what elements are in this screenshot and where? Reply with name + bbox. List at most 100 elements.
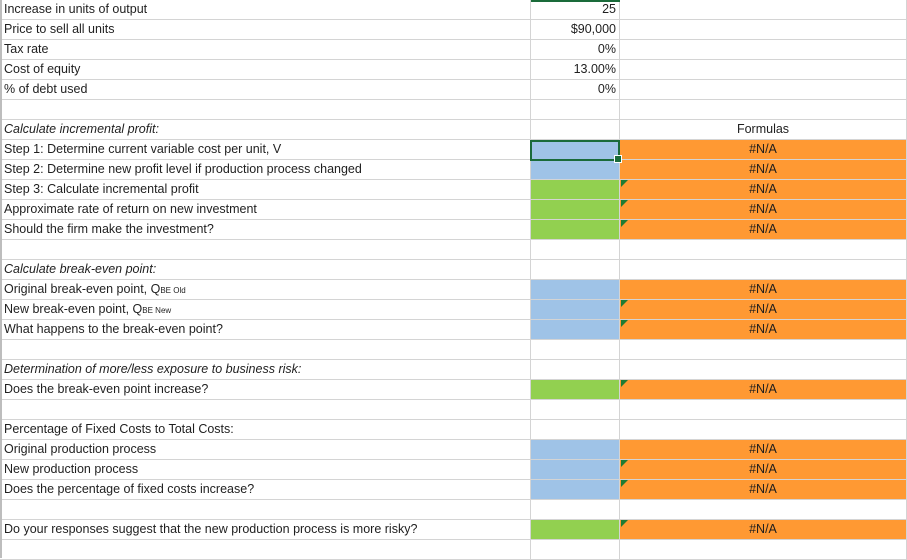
column-selection-mark — [531, 0, 620, 2]
cell-empty[interactable] — [531, 400, 620, 420]
cell-value[interactable]: 0% — [531, 80, 620, 100]
cell-label[interactable]: Does the percentage of fixed costs incre… — [0, 480, 531, 500]
comment-indicator-icon[interactable] — [621, 320, 628, 327]
formula-result[interactable]: #N/A — [620, 160, 907, 180]
cell-empty[interactable] — [0, 500, 531, 520]
formula-result[interactable]: #N/A — [620, 460, 907, 480]
formula-result[interactable]: #N/A — [620, 300, 907, 320]
comment-indicator-icon[interactable] — [621, 300, 628, 307]
row-new-breakeven: New break-even point, QBE New #N/A — [0, 300, 907, 320]
answer-cell[interactable] — [531, 140, 620, 160]
cell-label[interactable]: Should the firm make the investment? — [0, 220, 531, 240]
cell-formula[interactable] — [620, 60, 907, 80]
formula-result[interactable]: #N/A — [620, 520, 907, 540]
answer-cell[interactable] — [531, 480, 620, 500]
cell-formula[interactable] — [620, 40, 907, 60]
comment-indicator-icon[interactable] — [621, 380, 628, 387]
cell-value[interactable]: 13.00% — [531, 60, 620, 80]
section-heading[interactable]: Calculate break-even point: — [0, 260, 531, 280]
cell-label[interactable]: Step 3: Calculate incremental profit — [0, 180, 531, 200]
answer-cell[interactable] — [531, 380, 620, 400]
answer-cell[interactable] — [531, 220, 620, 240]
cell-empty[interactable] — [0, 100, 531, 120]
row-original-process: Original production process #N/A — [0, 440, 907, 460]
cell-formula[interactable] — [620, 20, 907, 40]
answer-cell[interactable] — [531, 160, 620, 180]
row-input-debt: % of debt used 0% — [0, 80, 907, 100]
cell-empty[interactable] — [531, 120, 620, 140]
formula-result[interactable]: #N/A — [620, 180, 907, 200]
cell-label[interactable]: New production process — [0, 460, 531, 480]
cell-empty[interactable] — [620, 400, 907, 420]
cell-label[interactable]: Cost of equity — [0, 60, 531, 80]
comment-indicator-icon[interactable] — [621, 520, 628, 527]
formulas-header[interactable]: Formulas — [620, 120, 907, 140]
cell-label[interactable]: Increase in units of output — [0, 0, 531, 20]
cell-empty[interactable] — [0, 340, 531, 360]
cell-empty[interactable] — [531, 240, 620, 260]
formula-result[interactable]: #N/A — [620, 380, 907, 400]
comment-indicator-icon[interactable] — [621, 460, 628, 467]
answer-cell[interactable] — [531, 200, 620, 220]
comment-indicator-icon[interactable] — [621, 220, 628, 227]
cell-label[interactable]: Approximate rate of return on new invest… — [0, 200, 531, 220]
section-heading[interactable]: Determination of more/less exposure to b… — [0, 360, 531, 380]
cell-value[interactable]: $90,000 — [531, 20, 620, 40]
formula-result[interactable]: #N/A — [620, 320, 907, 340]
answer-cell[interactable] — [531, 460, 620, 480]
cell-value[interactable]: 0% — [531, 40, 620, 60]
cell-value[interactable]: 25 — [531, 0, 620, 20]
cell-empty[interactable] — [0, 400, 531, 420]
cell-empty[interactable] — [620, 420, 907, 440]
cell-label[interactable]: Price to sell all units — [0, 20, 531, 40]
cell-label[interactable]: Does the break-even point increase? — [0, 380, 531, 400]
cell-empty[interactable] — [620, 360, 907, 380]
cell-empty[interactable] — [0, 540, 531, 560]
cell-formula[interactable] — [620, 0, 907, 20]
cell-label[interactable]: Tax rate — [0, 40, 531, 60]
cell-empty[interactable] — [620, 540, 907, 560]
comment-indicator-icon[interactable] — [621, 180, 628, 187]
section-heading[interactable]: Calculate incremental profit: — [0, 120, 531, 140]
formula-result[interactable]: #N/A — [620, 280, 907, 300]
formula-result[interactable]: #N/A — [620, 200, 907, 220]
cell-label[interactable]: Step 2: Determine new profit level if pr… — [0, 160, 531, 180]
formula-result[interactable]: #N/A — [620, 440, 907, 460]
row-exposure-heading: Determination of more/less exposure to b… — [0, 360, 907, 380]
answer-cell[interactable] — [531, 520, 620, 540]
answer-cell[interactable] — [531, 300, 620, 320]
row-incremental-heading: Calculate incremental profit: Formulas — [0, 120, 907, 140]
cell-empty[interactable] — [531, 340, 620, 360]
cell-empty[interactable] — [531, 500, 620, 520]
cell-label[interactable]: % of debt used — [0, 80, 531, 100]
comment-indicator-icon[interactable] — [621, 200, 628, 207]
left-border — [0, 0, 2, 558]
cell-empty[interactable] — [620, 340, 907, 360]
cell-empty[interactable] — [531, 420, 620, 440]
answer-cell[interactable] — [531, 180, 620, 200]
cell-label[interactable]: Original break-even point, QBE Old — [0, 280, 531, 300]
section-heading[interactable]: Percentage of Fixed Costs to Total Costs… — [0, 420, 531, 440]
cell-label[interactable]: New break-even point, QBE New — [0, 300, 531, 320]
cell-empty[interactable] — [620, 240, 907, 260]
cell-empty[interactable] — [0, 240, 531, 260]
cell-empty[interactable] — [531, 360, 620, 380]
cell-empty[interactable] — [620, 500, 907, 520]
answer-cell[interactable] — [531, 280, 620, 300]
cell-empty[interactable] — [620, 100, 907, 120]
cell-label[interactable]: What happens to the break-even point? — [0, 320, 531, 340]
formula-result[interactable]: #N/A — [620, 140, 907, 160]
formula-result[interactable]: #N/A — [620, 220, 907, 240]
formula-result[interactable]: #N/A — [620, 480, 907, 500]
cell-empty[interactable] — [531, 540, 620, 560]
cell-label[interactable]: Do your responses suggest that the new p… — [0, 520, 531, 540]
cell-label[interactable]: Original production process — [0, 440, 531, 460]
cell-empty[interactable] — [620, 260, 907, 280]
answer-cell[interactable] — [531, 320, 620, 340]
answer-cell[interactable] — [531, 440, 620, 460]
cell-empty[interactable] — [531, 100, 620, 120]
cell-empty[interactable] — [531, 260, 620, 280]
cell-formula[interactable] — [620, 80, 907, 100]
comment-indicator-icon[interactable] — [621, 480, 628, 487]
cell-label[interactable]: Step 1: Determine current variable cost … — [0, 140, 531, 160]
